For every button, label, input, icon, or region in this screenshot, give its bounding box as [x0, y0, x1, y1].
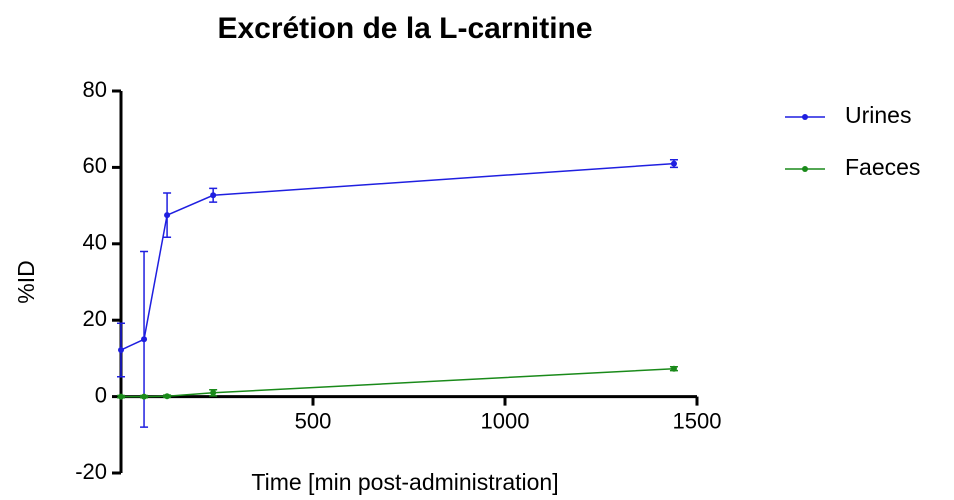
data-point — [118, 393, 124, 400]
y-tick-label: 20 — [83, 306, 107, 331]
data-point — [118, 346, 124, 353]
y-tick-label: 0 — [95, 382, 107, 407]
data-point — [670, 365, 677, 372]
legend-label: Faeces — [845, 154, 920, 180]
data-point — [164, 393, 171, 400]
series-line — [121, 367, 674, 398]
x-tick-label: 500 — [295, 408, 332, 433]
data-point — [164, 212, 171, 219]
legend-label: Urines — [845, 102, 911, 128]
y-axis-label: %ID — [13, 260, 39, 303]
series-line — [120, 162, 675, 351]
legend-marker — [802, 166, 808, 172]
x-tick-label: 1000 — [481, 408, 530, 433]
y-tick-label: 80 — [83, 77, 107, 102]
x-tick-label: 1500 — [673, 408, 722, 433]
chart-title: Excrétion de la L-carnitine — [217, 12, 592, 45]
data-point — [670, 160, 677, 167]
x-axis-label: Time [min post-administration] — [251, 469, 558, 495]
y-tick-label: -20 — [75, 459, 107, 484]
legend-marker — [802, 114, 808, 120]
y-tick-label: 60 — [83, 153, 107, 178]
data-point — [210, 192, 217, 199]
data-point — [210, 389, 217, 396]
data-point — [141, 336, 148, 343]
data-point — [141, 393, 148, 400]
y-tick-label: 40 — [83, 230, 107, 255]
